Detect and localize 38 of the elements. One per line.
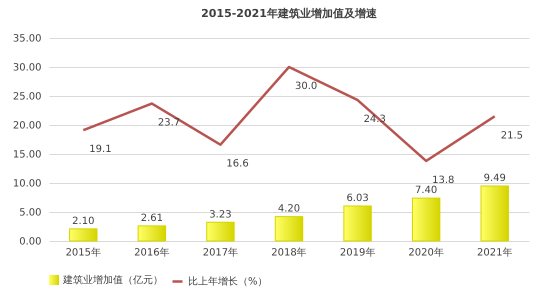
data-label: 6.03 bbox=[346, 193, 369, 204]
bar bbox=[138, 225, 166, 242]
y-tick-label: 35.00 bbox=[12, 34, 42, 44]
data-label: 13.8 bbox=[432, 174, 454, 186]
y-tick-label: 0.00 bbox=[19, 236, 42, 248]
data-label: 2.61 bbox=[140, 212, 163, 224]
data-label: 19.1 bbox=[89, 144, 112, 156]
y-tick-label: 15.00 bbox=[12, 150, 42, 160]
chart-title: 2015-2021年建筑业增加值及增速 bbox=[201, 7, 378, 20]
bar bbox=[412, 198, 440, 242]
y-tick-label: 10.00 bbox=[12, 178, 42, 190]
y-tick-label: 30.00 bbox=[12, 62, 42, 74]
data-label: 2.10 bbox=[72, 216, 94, 227]
x-tick-label: 2016年 bbox=[134, 246, 170, 258]
bar bbox=[69, 228, 98, 242]
legend-label: 建筑业增加值（亿元） bbox=[62, 274, 163, 286]
x-tick-label: 2018年 bbox=[271, 246, 307, 258]
y-tick-label: 20.00 bbox=[12, 120, 42, 132]
x-tick-label: 2019年 bbox=[340, 246, 376, 258]
y-tick-label: 25.00 bbox=[12, 92, 42, 102]
x-tick-label: 2020年 bbox=[408, 246, 444, 258]
x-tick-label: 2017年 bbox=[202, 246, 238, 258]
data-label: 4.20 bbox=[278, 204, 300, 215]
bar bbox=[343, 206, 372, 242]
data-label: 7.40 bbox=[415, 185, 438, 196]
data-label: 16.6 bbox=[226, 158, 249, 170]
data-label: 3.23 bbox=[209, 209, 232, 220]
data-label: 30.0 bbox=[295, 81, 318, 92]
legend-label: 比上年增长（%） bbox=[188, 276, 268, 288]
data-label: 23.7 bbox=[158, 118, 180, 129]
y-tick-label: 5.00 bbox=[19, 208, 42, 218]
x-tick-label: 2015年 bbox=[66, 246, 102, 258]
data-label: 21.5 bbox=[500, 130, 523, 142]
bar bbox=[480, 185, 509, 242]
bar bbox=[274, 216, 304, 242]
data-label: 9.49 bbox=[484, 172, 506, 184]
x-tick-label: 2021年 bbox=[476, 246, 512, 258]
bar bbox=[206, 222, 235, 242]
